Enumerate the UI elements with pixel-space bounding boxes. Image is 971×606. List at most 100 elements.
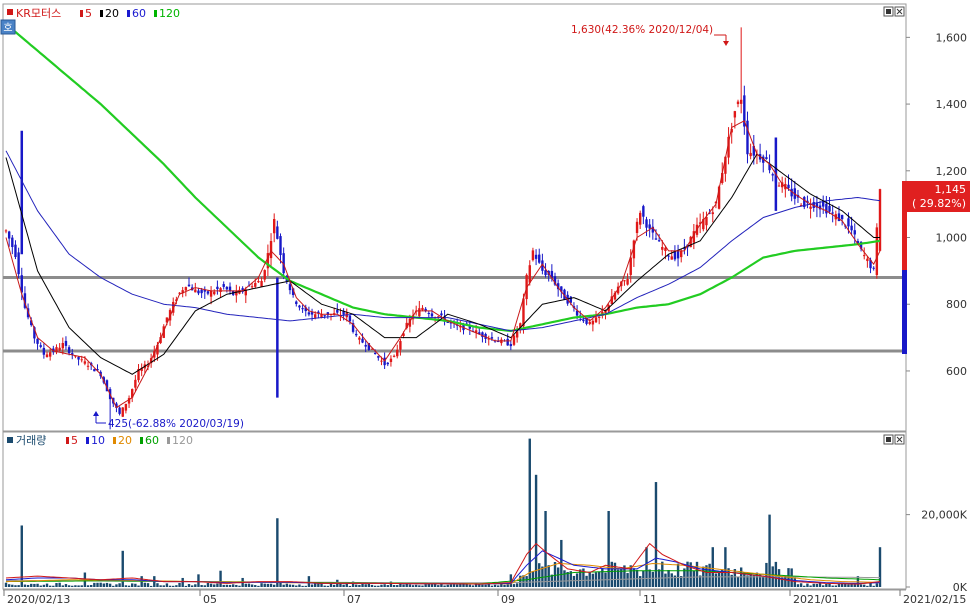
volume-bar <box>803 585 806 587</box>
candle-body <box>733 111 737 118</box>
mode-toggle[interactable]: 호 <box>0 19 16 35</box>
volume-bar <box>254 585 257 587</box>
candle-body <box>575 310 579 316</box>
candle-body <box>446 321 449 323</box>
last-price-box <box>902 181 970 212</box>
volume-bar <box>749 572 752 587</box>
candle-body <box>222 284 225 287</box>
candle-body <box>156 344 159 355</box>
volume-bar <box>96 582 99 587</box>
volume-bar <box>831 585 834 587</box>
volume-bar <box>727 568 730 587</box>
volume-bar <box>194 584 197 587</box>
candle-body <box>591 320 595 325</box>
candle-body <box>254 282 257 287</box>
candle-body <box>645 219 648 228</box>
candle-body <box>853 230 856 235</box>
legend-label: 20 <box>105 7 119 20</box>
volume-bar <box>159 585 162 587</box>
volume-bar <box>588 571 591 587</box>
volume-bar <box>367 583 371 587</box>
volume-bar <box>263 583 266 587</box>
volume-bar <box>231 584 235 587</box>
legend-label: 20 <box>118 434 132 447</box>
candle-body <box>30 320 33 326</box>
candle-body <box>676 251 680 259</box>
restore-icon <box>886 437 891 442</box>
x-axis-label: 05 <box>203 593 217 606</box>
candle-body <box>610 296 614 305</box>
volume-bar <box>93 582 96 587</box>
volume-bar <box>654 482 658 587</box>
volume-bar <box>736 576 740 587</box>
candle-body <box>878 189 882 251</box>
candle-body <box>291 288 295 296</box>
legend-swatch <box>154 10 157 17</box>
volume-bar <box>629 565 632 587</box>
volume-bar <box>721 569 724 587</box>
volume-bar <box>276 518 279 587</box>
candle-body <box>323 315 326 317</box>
candle-body <box>127 398 131 404</box>
volume-bar <box>345 582 348 587</box>
candle-body <box>86 365 90 367</box>
volume-bar <box>582 568 585 587</box>
candle-body <box>869 259 872 269</box>
volume-ma-lines <box>5 542 881 585</box>
candle-body <box>386 362 389 365</box>
candle-body <box>632 240 636 259</box>
price-y-tick-label: 600 <box>946 365 967 378</box>
candle-body <box>260 280 263 288</box>
volume-bar <box>288 584 292 587</box>
candle-body <box>623 280 626 282</box>
volume-bar <box>45 583 49 587</box>
volume-bar <box>71 585 74 587</box>
candle-body <box>131 389 134 398</box>
candle-body <box>613 292 617 300</box>
candle-body <box>52 348 55 352</box>
candle-body <box>216 286 219 290</box>
candle-body <box>361 338 364 343</box>
legend-swatch <box>140 437 143 444</box>
candle-body <box>777 185 781 187</box>
candle-body <box>752 145 755 156</box>
volume-y-tick-label: 20,000K <box>921 509 967 522</box>
price-y-tick-label: 1,200 <box>936 165 968 178</box>
volume-bar <box>752 575 755 587</box>
legend-swatch <box>167 437 170 444</box>
candle-body <box>639 212 642 225</box>
candle-body <box>534 254 538 259</box>
volume-bar <box>490 585 494 587</box>
volume-bar <box>307 576 311 587</box>
candle-body <box>440 313 443 316</box>
candle-body <box>673 251 677 260</box>
volume-bar <box>184 585 188 587</box>
candle-body <box>165 317 169 323</box>
volume-bar <box>36 583 39 587</box>
legend-label: 60 <box>145 434 159 447</box>
candle-body <box>790 188 793 197</box>
candle-body <box>875 227 879 276</box>
legend-swatch <box>127 10 130 17</box>
volume-bar <box>689 562 692 587</box>
horizontal-support-lines <box>3 276 906 353</box>
price-panel-controls[interactable] <box>883 6 905 17</box>
candle-body <box>266 253 270 269</box>
mode-toggle-button[interactable] <box>0 19 16 35</box>
volume-bar <box>796 584 800 587</box>
price-y-tick-label: 1,600 <box>936 31 968 44</box>
volume-bar <box>430 584 434 587</box>
last-price-pointer <box>902 183 906 193</box>
candle-body <box>850 225 853 231</box>
volume-bar <box>478 584 481 587</box>
volume-bar <box>661 561 664 587</box>
volume-bar <box>651 571 655 587</box>
volume-bar <box>828 583 831 587</box>
volume-bar <box>200 585 203 587</box>
candle-body <box>197 290 200 294</box>
candle-body <box>64 340 68 346</box>
volume-legend-marker <box>7 437 13 443</box>
volume-bar <box>112 585 115 587</box>
candle-body <box>661 246 664 250</box>
volume-panel-controls[interactable] <box>883 434 905 445</box>
